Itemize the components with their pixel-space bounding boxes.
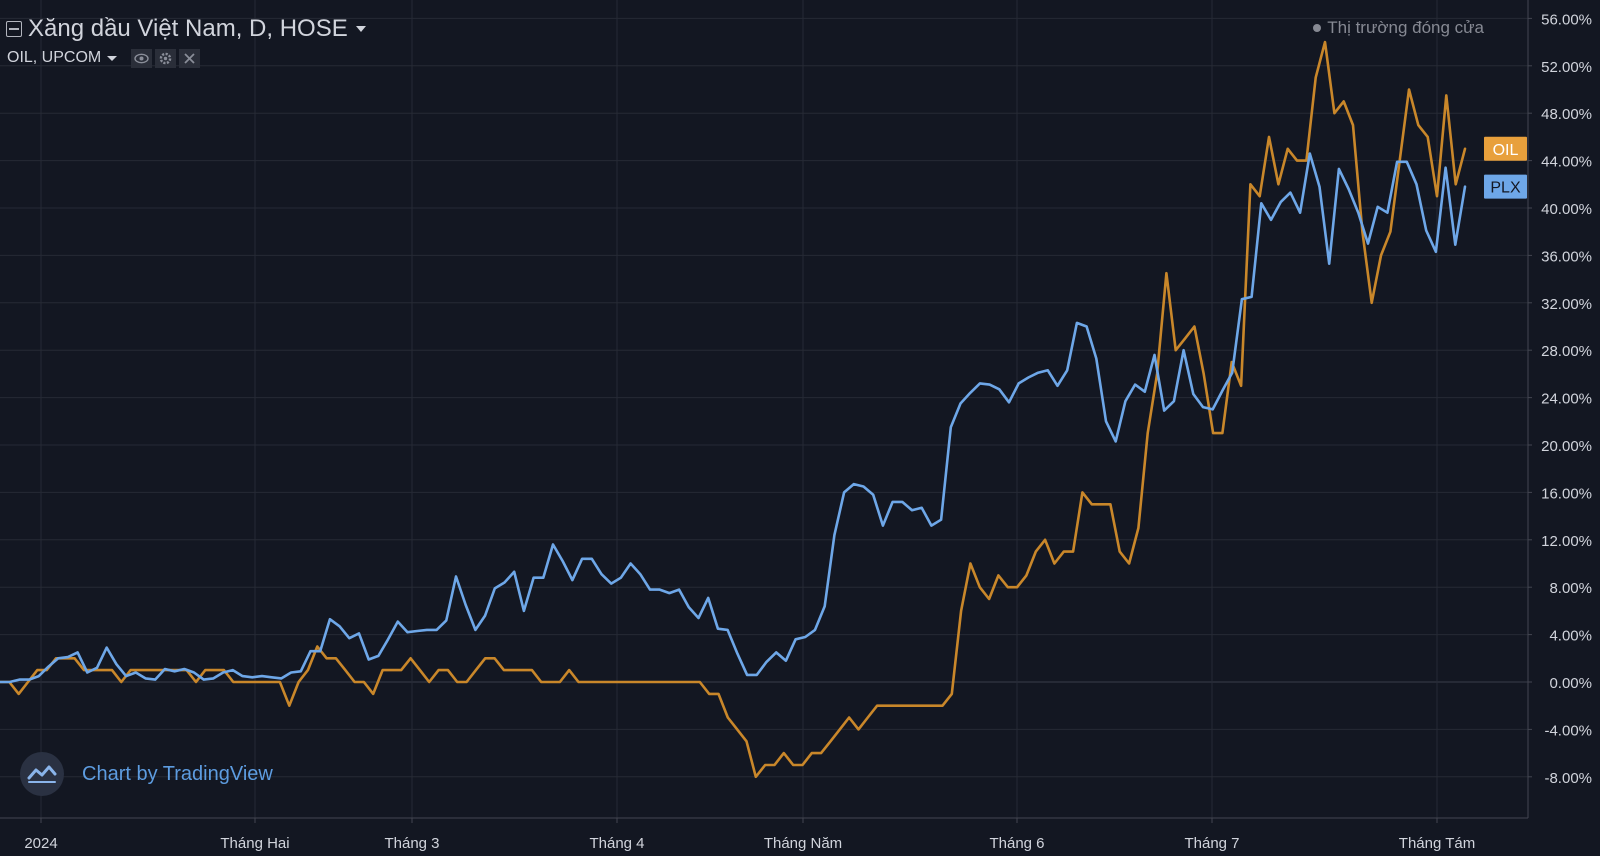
x-tick-label: Tháng 4 <box>589 835 644 852</box>
series-line-plx <box>0 152 1467 684</box>
legend-title-row: Xăng dầu Việt Nam, D, HOSE <box>6 14 366 44</box>
close-icon <box>184 52 195 64</box>
y-tick-label: 8.00% <box>1549 580 1592 597</box>
tradingview-watermark[interactable]: Chart by TradingView <box>20 752 273 796</box>
last-value-badge-oil: OIL <box>1484 136 1527 161</box>
chevron-down-icon[interactable] <box>355 26 366 32</box>
y-tick-label: 20.00% <box>1541 438 1592 455</box>
market-status-text: Thị trường đóng cửa <box>1327 18 1484 37</box>
y-tick-label: -4.00% <box>1544 722 1592 739</box>
y-tick-label: 52.00% <box>1541 59 1592 76</box>
watermark-text[interactable]: Chart by TradingView <box>82 762 273 785</box>
y-tick-label: 36.00% <box>1541 248 1592 265</box>
y-tick-label: 24.00% <box>1541 391 1592 408</box>
time-axis[interactable]: 2024 Tháng Hai Tháng 3 Tháng 4 Tháng Năm Thán… <box>24 818 1475 852</box>
y-tick-label: 44.00% <box>1541 154 1592 171</box>
tradingview-logo <box>20 752 64 796</box>
y-tick-label: 56.00% <box>1541 11 1592 28</box>
market-status: Thị trường đóng cửa <box>1313 17 1484 39</box>
x-tick-label: Tháng Tám <box>1399 835 1475 852</box>
eye-toggle-button[interactable] <box>131 48 153 68</box>
y-tick-label: 12.00% <box>1541 533 1592 550</box>
y-tick-label: 48.00% <box>1541 106 1592 123</box>
last-value-badge-plx: PLX <box>1484 174 1527 199</box>
collapse-icon[interactable] <box>6 21 22 37</box>
series-line-oil <box>0 40 1467 779</box>
badge-background <box>1484 136 1527 161</box>
chevron-down-icon[interactable] <box>107 55 118 61</box>
y-tick-label: -8.00% <box>1544 770 1592 787</box>
y-tick-label: 28.00% <box>1541 343 1592 360</box>
series-layer <box>0 40 1467 779</box>
x-tick-label: 2024 <box>24 835 57 852</box>
last-value-badges: PLX OIL <box>1484 136 1527 199</box>
y-tick-label: 4.00% <box>1549 628 1592 645</box>
price-axis[interactable]: 56.00% 52.00% 48.00% 44.00% 40.00% 36.00% 32.0… <box>1528 11 1592 787</box>
eye-icon <box>134 53 149 63</box>
badge-label: OIL <box>1493 142 1519 159</box>
remove-button[interactable] <box>179 48 201 68</box>
y-tick-label: 32.00% <box>1541 296 1592 313</box>
x-tick-label: Tháng 3 <box>384 835 439 852</box>
x-tick-label: Tháng 6 <box>989 835 1044 852</box>
status-dot-icon <box>1313 24 1322 32</box>
y-tick-label: 16.00% <box>1541 485 1592 502</box>
gear-icon <box>159 52 172 64</box>
badge-label: PLX <box>1490 180 1521 197</box>
y-tick-label: 40.00% <box>1541 201 1592 218</box>
compare-symbol-label[interactable]: OIL, UPCOM <box>7 49 102 66</box>
x-tick-label: Tháng 7 <box>1184 835 1239 852</box>
grid-lines <box>0 0 1528 818</box>
x-tick-label: Tháng Hai <box>220 835 289 852</box>
compare-symbol-row: OIL, UPCOM <box>7 48 203 68</box>
y-tick-label: 0.00% <box>1549 675 1592 692</box>
x-tick-label: Tháng Năm <box>764 835 842 852</box>
badge-background <box>1484 174 1527 199</box>
main-symbol-title[interactable]: Xăng dầu Việt Nam, D, HOSE <box>28 15 348 42</box>
settings-button[interactable] <box>155 48 177 68</box>
